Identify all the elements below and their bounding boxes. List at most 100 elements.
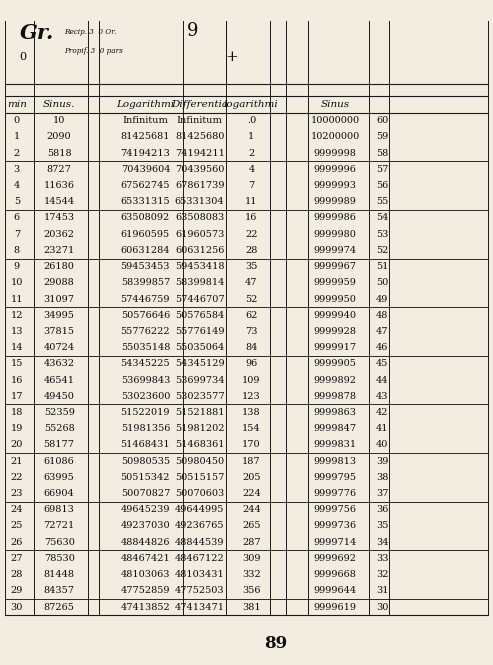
Text: 46: 46 <box>376 343 388 352</box>
Text: 52359: 52359 <box>44 408 74 417</box>
Text: 2: 2 <box>248 149 254 158</box>
Text: 47: 47 <box>376 327 388 336</box>
Text: 0: 0 <box>20 52 27 62</box>
Text: 65331315: 65331315 <box>121 198 170 206</box>
Text: 52: 52 <box>376 246 388 255</box>
Text: 11: 11 <box>10 295 23 303</box>
Text: 61960595: 61960595 <box>121 229 170 239</box>
Text: 9999993: 9999993 <box>314 181 357 190</box>
Text: 28: 28 <box>10 570 23 579</box>
Text: 58177: 58177 <box>44 440 74 450</box>
Text: 49645239: 49645239 <box>121 505 170 514</box>
Text: 51468361: 51468361 <box>175 440 224 450</box>
Text: 36: 36 <box>376 505 388 514</box>
Text: 138: 138 <box>242 408 261 417</box>
Text: 17: 17 <box>10 392 23 401</box>
Text: 154: 154 <box>242 424 261 433</box>
Text: 62: 62 <box>245 311 258 320</box>
Text: 10: 10 <box>53 116 66 125</box>
Text: Logarithmi: Logarithmi <box>116 100 175 109</box>
Text: 81425681: 81425681 <box>121 132 170 142</box>
Text: 170: 170 <box>242 440 261 450</box>
Text: 61086: 61086 <box>44 457 74 465</box>
Text: Propif. 3  0 pars: Propif. 3 0 pars <box>64 47 123 55</box>
Text: 70439604: 70439604 <box>121 165 170 174</box>
Text: 60631284: 60631284 <box>121 246 170 255</box>
Text: Infinitum: Infinitum <box>176 116 223 125</box>
Text: 2090: 2090 <box>47 132 71 142</box>
Text: Sinus: Sinus <box>320 100 350 109</box>
Text: 31097: 31097 <box>44 295 74 303</box>
Text: 10: 10 <box>10 279 23 287</box>
Text: 9999756: 9999756 <box>314 505 357 514</box>
Text: 58399814: 58399814 <box>175 279 224 287</box>
Text: 57446707: 57446707 <box>175 295 224 303</box>
Text: 4: 4 <box>14 181 20 190</box>
Text: 53023600: 53023600 <box>121 392 170 401</box>
Text: 24: 24 <box>10 505 23 514</box>
Text: 73: 73 <box>245 327 258 336</box>
Text: 224: 224 <box>242 489 261 498</box>
Text: 45: 45 <box>376 359 388 368</box>
Text: 9999892: 9999892 <box>314 376 357 384</box>
Text: +: + <box>225 50 238 64</box>
Text: 332: 332 <box>242 570 261 579</box>
Text: 55035064: 55035064 <box>175 343 224 352</box>
Text: 15: 15 <box>10 359 23 368</box>
Text: 81425680: 81425680 <box>175 132 224 142</box>
Text: 381: 381 <box>242 602 261 612</box>
Text: 37815: 37815 <box>44 327 74 336</box>
Text: 48467421: 48467421 <box>121 554 170 563</box>
Text: 49: 49 <box>376 295 388 303</box>
Text: 74194211: 74194211 <box>175 149 225 158</box>
Text: 9999692: 9999692 <box>314 554 357 563</box>
Text: 23271: 23271 <box>43 246 75 255</box>
Text: 56: 56 <box>376 181 388 190</box>
Text: 9999940: 9999940 <box>314 311 357 320</box>
Text: 109: 109 <box>242 376 261 384</box>
Text: 75630: 75630 <box>44 538 74 547</box>
Text: 18: 18 <box>10 408 23 417</box>
Text: 50576584: 50576584 <box>175 311 224 320</box>
Text: 0: 0 <box>14 116 20 125</box>
Text: 27: 27 <box>10 554 23 563</box>
Text: 35: 35 <box>245 262 258 271</box>
Text: 84: 84 <box>245 343 258 352</box>
Text: 43: 43 <box>376 392 388 401</box>
Text: .0: .0 <box>247 116 256 125</box>
Text: Recip. 3  0 Or.: Recip. 3 0 Or. <box>64 28 116 36</box>
Text: 55: 55 <box>376 198 388 206</box>
Text: 53699843: 53699843 <box>121 376 170 384</box>
Text: 43632: 43632 <box>43 359 75 368</box>
Text: 22: 22 <box>10 473 23 482</box>
Text: logarithmi: logarithmi <box>224 100 279 109</box>
Text: 9999928: 9999928 <box>314 327 357 336</box>
Text: 58399857: 58399857 <box>121 279 170 287</box>
Text: 63508092: 63508092 <box>121 213 170 223</box>
Text: 7: 7 <box>248 181 254 190</box>
Text: 9999863: 9999863 <box>314 408 357 417</box>
Text: 20362: 20362 <box>44 229 74 239</box>
Text: 57: 57 <box>376 165 388 174</box>
Text: 47752503: 47752503 <box>175 587 224 595</box>
Text: 48103063: 48103063 <box>121 570 170 579</box>
Text: 50: 50 <box>376 279 388 287</box>
Text: 9999644: 9999644 <box>314 587 357 595</box>
Text: 51981202: 51981202 <box>175 424 224 433</box>
Text: 50515342: 50515342 <box>121 473 170 482</box>
Text: 51981356: 51981356 <box>121 424 170 433</box>
Text: 39: 39 <box>376 457 388 465</box>
Text: 47413852: 47413852 <box>121 602 170 612</box>
Text: 55035148: 55035148 <box>121 343 170 352</box>
Text: 55268: 55268 <box>44 424 74 433</box>
Text: 52: 52 <box>245 295 258 303</box>
Text: 59453418: 59453418 <box>175 262 224 271</box>
Text: 28: 28 <box>245 246 258 255</box>
Text: 40724: 40724 <box>43 343 75 352</box>
Text: 9999917: 9999917 <box>314 343 357 352</box>
Text: 70439560: 70439560 <box>175 165 224 174</box>
Text: 48: 48 <box>376 311 388 320</box>
Text: 19: 19 <box>10 424 23 433</box>
Text: 48467122: 48467122 <box>175 554 224 563</box>
Text: 84357: 84357 <box>44 587 74 595</box>
